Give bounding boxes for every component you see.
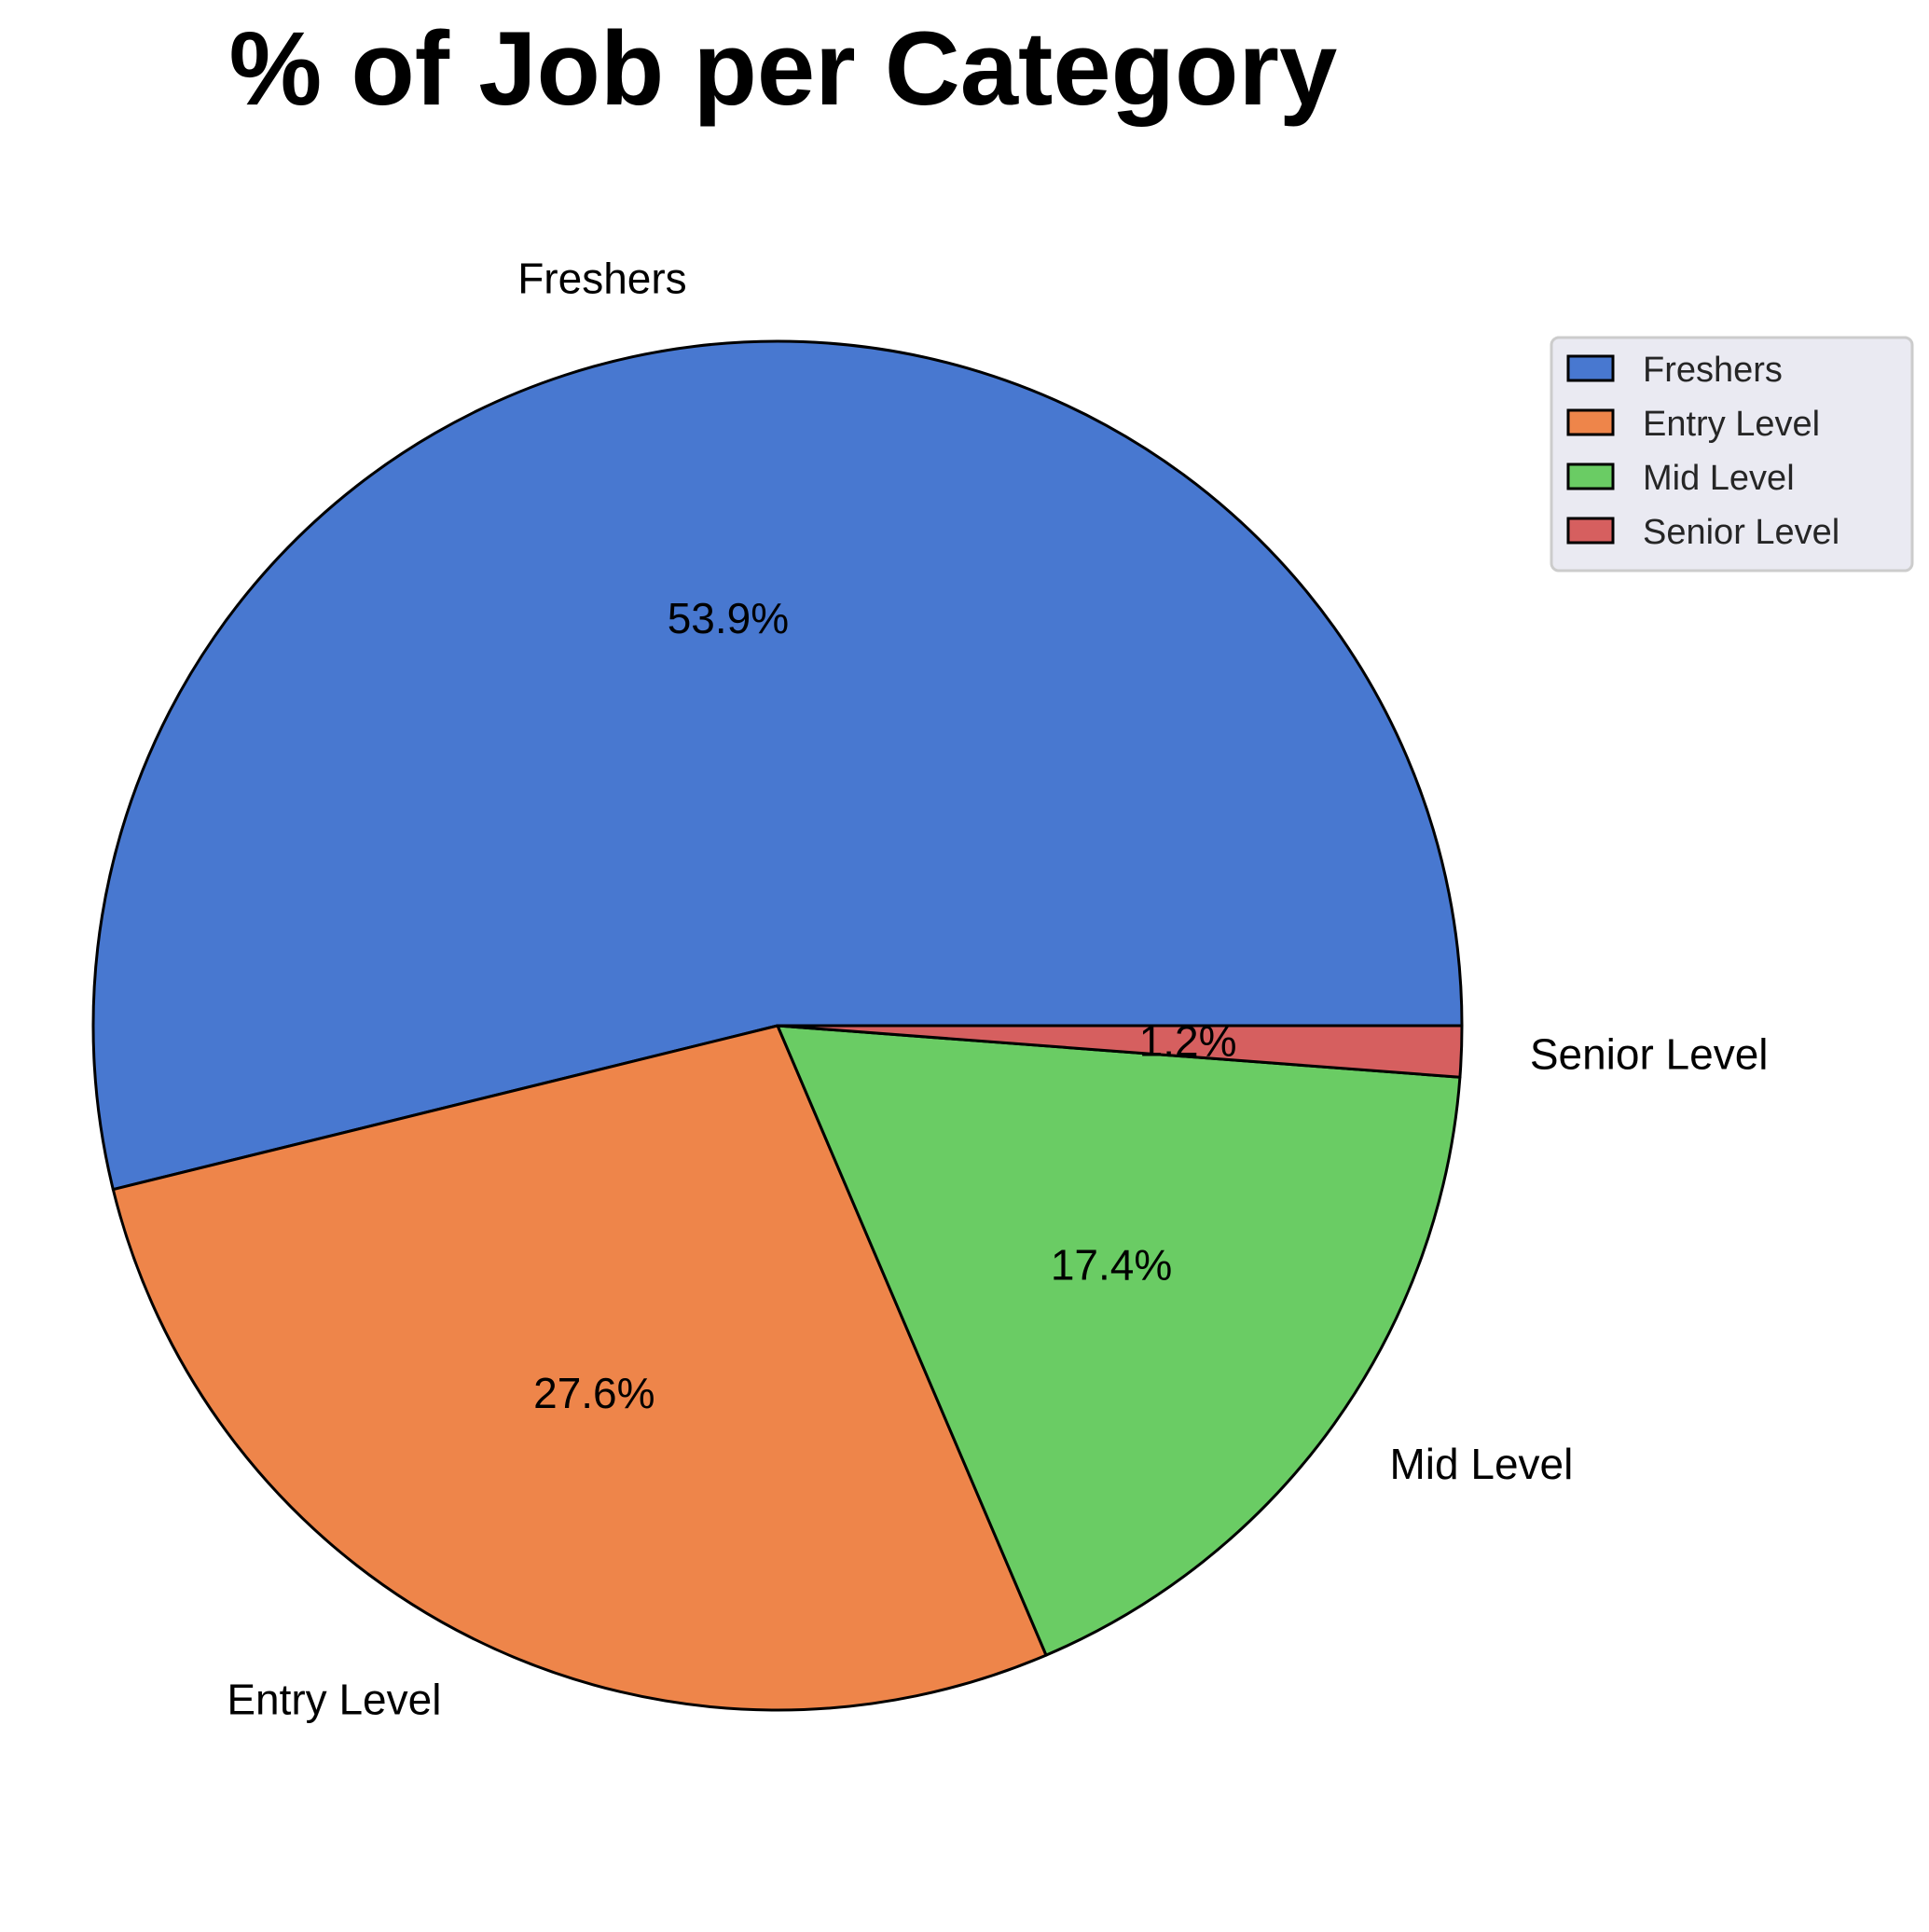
legend: Freshers Entry Level Mid Level Senior Level [1550,336,1914,573]
pie-slice-entry-level [111,1024,1048,1712]
pie-slice-senior-level [776,1024,1464,1079]
category-label-freshers: Freshers [517,254,686,302]
legend-label-senior-level: Senior Level [1643,513,1839,552]
legend-frame [1550,336,1914,573]
category-label-mid-level: Mid Level [1389,1440,1573,1488]
legend-swatch-entry-level [1566,408,1615,436]
pct-label-mid-level: 17.4% [1051,1240,1172,1289]
category-label-senior-level: Senior Level [1530,1029,1769,1078]
legend-label-entry-level: Entry Level [1643,405,1820,444]
legend-label-mid-level: Mid Level [1643,459,1795,498]
chart-title: % of Job per Category [229,10,1338,127]
pie-labels: 53.9% Freshers 27.6% Entry Level 17.4% Mid Le… [227,254,1768,1723]
pie-slices [91,339,1464,1712]
pct-label-freshers: 53.9% [668,594,789,642]
pie-slice-mid-level [776,1024,1462,1657]
pie-slice-freshers [91,339,1464,1192]
legend-swatch-freshers [1566,354,1615,382]
pct-label-entry-level: 27.6% [533,1369,654,1417]
legend-label-freshers: Freshers [1643,351,1783,390]
legend-swatch-mid-level [1566,462,1615,490]
category-label-entry-level: Entry Level [227,1675,441,1723]
legend-swatch-senior-level [1566,517,1615,545]
pct-label-senior-level: 1.2% [1139,1017,1237,1066]
